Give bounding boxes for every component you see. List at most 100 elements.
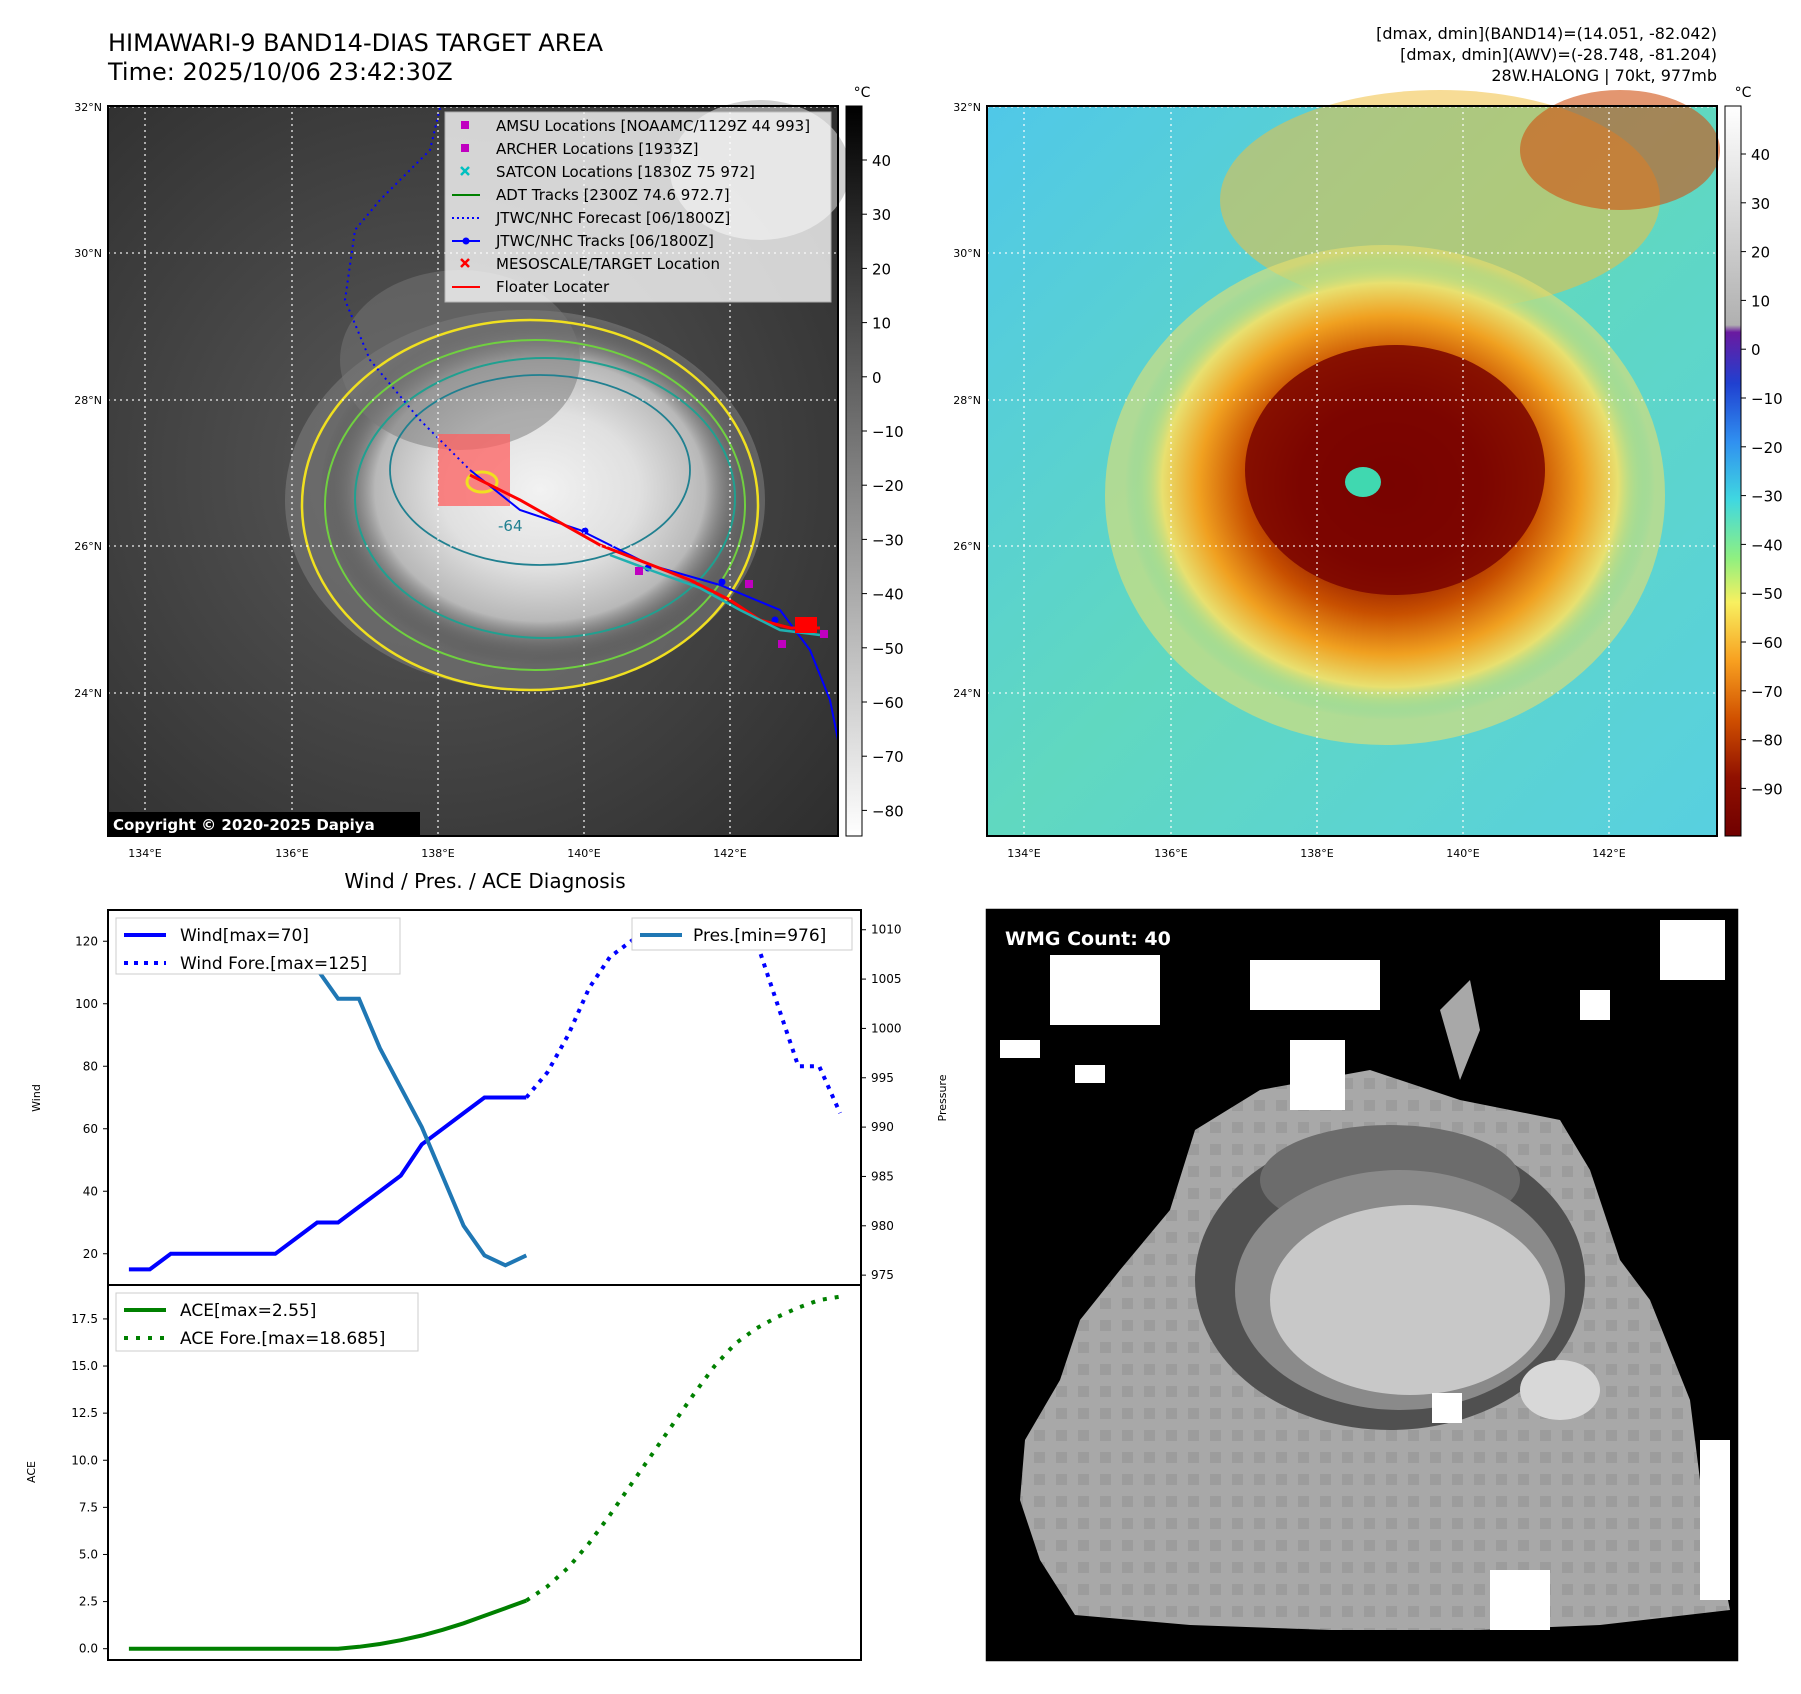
ace-y-tick: 0.0 (79, 1642, 98, 1656)
series-line-0 (128, 1095, 527, 1272)
colorbar-tick: 0 (1751, 341, 1761, 359)
legend-entry: ARCHER Locations [1933Z] (496, 140, 699, 158)
colorbar-tick: −30 (1751, 488, 1783, 506)
ace-y-tick: 10.0 (71, 1453, 98, 1467)
wind-y-tick: 100 (75, 997, 98, 1011)
wmg-inner-right (1520, 1360, 1600, 1420)
colorbar-tick: 20 (1751, 244, 1770, 262)
eye-contour (465, 470, 499, 494)
colorbar-tick: −60 (1751, 634, 1783, 652)
colorbar-tick: −50 (1751, 585, 1783, 603)
awv-lon-labels: 134°E 136°E 138°E 140°E 142°E (1007, 847, 1625, 860)
awv-frame (986, 105, 1718, 837)
contour-teal-inner (389, 374, 691, 566)
lat-label: 28°N (953, 394, 981, 407)
observed-track (469, 469, 839, 741)
info-awv: [dmax, dmin](AWV)=(-28.748, -81.204) (1400, 45, 1717, 64)
awv-colorbar-unit: °C (1735, 85, 1752, 101)
colorbar-tick: 30 (872, 206, 891, 224)
pressure-y-tick: 985 (871, 1169, 894, 1183)
lon-label: 142°E (713, 847, 746, 860)
pressure-y-tick: 1005 (871, 972, 902, 986)
ir-map-panel: -64 AMSU Locations [NOAAMC/1129Z 44 993]… (107, 100, 850, 837)
wind-y-label: Wind (30, 1084, 43, 1112)
lon-label: 138°E (1300, 847, 1333, 860)
lat-label: 26°N (74, 540, 102, 553)
series-line-1 (524, 923, 842, 1114)
lon-label: 136°E (275, 847, 308, 860)
ir-colorbar-unit: °C (854, 85, 871, 101)
legend-symbol (461, 144, 469, 152)
pressure-y-tick: 990 (871, 1120, 894, 1134)
wmg-inner (1270, 1205, 1550, 1395)
legend-entry: ADT Tracks [2300Z 74.6 972.7] (496, 186, 730, 204)
legend-entry: JTWC/NHC Tracks [06/1800Z] (495, 232, 714, 250)
wmg-frame (985, 908, 1739, 1662)
lon-label: 134°E (1007, 847, 1040, 860)
lon-label: 136°E (1154, 847, 1187, 860)
lon-label: 134°E (128, 847, 161, 860)
lat-label: 32°N (74, 101, 102, 114)
ace-y-tick: 2.5 (79, 1595, 98, 1609)
awv-eye (1345, 467, 1381, 497)
lat-label: 28°N (74, 394, 102, 407)
wind-y-tick: 120 (75, 934, 98, 948)
pressure-y-label: Pressure (936, 1074, 949, 1121)
legend-entry: MESOSCALE/TARGET Location (496, 255, 720, 273)
ir-lon-labels: 134°E 136°E 138°E 140°E 142°E (128, 847, 746, 860)
colorbar-tick: 10 (872, 315, 891, 333)
wmg-white-patches (1000, 920, 1730, 1630)
ir-lat-labels: 32°N 30°N 28°N 26°N 24°N (74, 101, 102, 700)
colorbar-tick: −10 (1751, 390, 1783, 408)
ace-y-tick: 5.0 (79, 1547, 98, 1561)
diagnosis-title: Wind / Pres. / ACE Diagnosis (344, 869, 625, 893)
wind-pressure-chart: 20 40 60 80 100 120 975 980 985 990 995 1000 1005 101… (30, 909, 949, 1286)
wmg-band (1440, 980, 1480, 1080)
colorbar-tick: −20 (872, 477, 904, 495)
ir-cloud-band (340, 270, 580, 450)
colorbar-tick: −20 (1751, 439, 1783, 457)
copyright: Copyright © 2020-2025 Dapiya (113, 816, 375, 834)
colorbar-tick: 10 (1751, 292, 1770, 310)
lat-label: 26°N (953, 540, 981, 553)
wind-y-tick: 60 (83, 1122, 98, 1136)
pressure-y-tick: 975 (871, 1268, 894, 1282)
legend-symbol (460, 258, 470, 268)
colorbar-tick: 40 (872, 152, 891, 170)
contour-green (324, 339, 746, 671)
lon-label: 140°E (1446, 847, 1479, 860)
ace-chart: 0.0 2.5 5.0 7.5 10.0 12.5 15.0 17.5 ACE ACE[max=2… (25, 1284, 862, 1661)
legend-symbol (452, 237, 480, 245)
contour-label: -64 (498, 517, 523, 535)
ace-y-tick: 15.0 (71, 1359, 98, 1373)
ace-y-tick: 12.5 (71, 1406, 98, 1420)
awv-core (1245, 345, 1545, 595)
forecast-track (343, 107, 471, 471)
ace-series-line-0 (128, 1598, 527, 1651)
legend-entry: Wind Fore.[max=125] (180, 954, 367, 974)
colorbar-tick: 30 (1751, 195, 1770, 213)
lat-label: 24°N (74, 687, 102, 700)
contour-yellow (300, 318, 760, 692)
satcon-track (609, 553, 821, 637)
legend-entry: ACE[max=2.55] (180, 1301, 316, 1321)
colorbar-tick: −10 (872, 423, 904, 441)
wmg-eye (1432, 1393, 1462, 1423)
lat-label: 24°N (953, 687, 981, 700)
colorbar-tick: −80 (1751, 732, 1783, 750)
pressure-y-tick: 1000 (871, 1021, 902, 1035)
ace-y-tick: 7.5 (79, 1500, 98, 1514)
info-band14: [dmax, dmin](BAND14)=(14.051, -82.042) (1376, 24, 1717, 43)
lon-label: 138°E (421, 847, 454, 860)
colorbar-tick: −30 (872, 531, 904, 549)
ir-colorbar: °C 40 30 20 10 0 −10 −20 −30 −40 −50 −60 −70 −80 (845, 85, 904, 837)
amsu-markers (635, 567, 828, 648)
figure-title: HIMAWARI-9 BAND14-DIAS TARGET AREA (108, 29, 604, 57)
legend-entry: AMSU Locations [NOAAMC/1129Z 44 993] (496, 117, 810, 135)
awv-ne-dry (1520, 90, 1720, 210)
legend-entry: Floater Locater (496, 278, 610, 296)
ace-y-tick: 17.5 (71, 1312, 98, 1326)
colorbar-tick: −60 (872, 694, 904, 712)
ir-legend: AMSU Locations [NOAAMC/1129Z 44 993] ARCH… (444, 111, 832, 303)
